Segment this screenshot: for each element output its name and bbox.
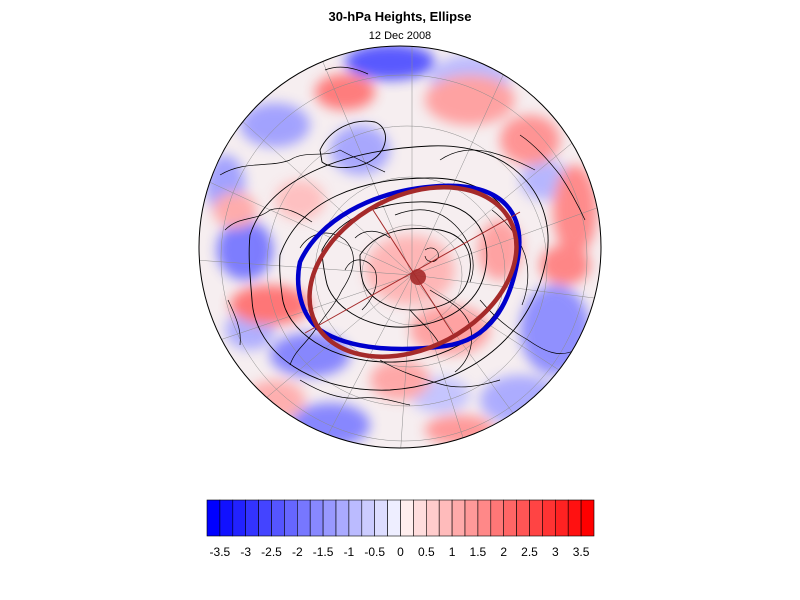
colorbar-swatch	[477, 499, 492, 537]
colorbar-tick-label: -1.5	[313, 545, 334, 559]
colorbar-swatch	[490, 499, 504, 537]
colorbar-swatch	[413, 499, 427, 537]
colorbar-tick-label: -3.5	[210, 545, 231, 559]
colorbar-swatch	[206, 499, 221, 537]
colorbar-swatch	[335, 499, 350, 537]
colorbar-swatch	[309, 499, 324, 537]
colorbar-tick-label: -3	[240, 545, 251, 559]
colorbar-swatch	[567, 499, 582, 537]
colorbar-swatch	[542, 499, 556, 537]
map-date: 12 Dec 2008	[368, 30, 432, 42]
colorbar-tick-label: 1.5	[470, 545, 487, 559]
colorbar-swatch	[271, 499, 285, 537]
colorbar-swatch	[296, 499, 311, 537]
coastlines	[219, 66, 586, 429]
colorbar-swatch	[516, 499, 530, 537]
graticule	[199, 46, 601, 448]
colorbar-tick-label: -2.5	[261, 545, 282, 559]
colorbar-swatch	[232, 499, 247, 537]
colorbar-swatch	[348, 499, 363, 537]
map-title: 30-hPa Heights, Ellipse	[328, 9, 472, 24]
colorbar-tick-label: 3.5	[573, 545, 590, 559]
colorbar-tick-label: 1	[449, 545, 456, 559]
colorbar-swatch	[361, 499, 375, 537]
colorbar-tick-label: 2.5	[521, 545, 538, 559]
globe-outline	[198, 45, 602, 449]
colorbar-swatch	[464, 499, 479, 537]
colorbar-swatch	[284, 499, 298, 537]
colorbar-tick-label: 0	[397, 545, 404, 559]
colorbar-swatch	[425, 499, 440, 537]
colorbar-tick-labels: -3.5 -3 -2.5 -2 -1.5 -1 -0.5 0 0.5 1 1.5 2 2.5 3 3.5	[210, 545, 590, 559]
colorbar-tick-label: -0.5	[364, 545, 385, 559]
colorbar-swatch	[322, 499, 337, 537]
colorbar-swatch	[245, 499, 259, 537]
colorbar-swatch	[387, 499, 401, 537]
ellipse-center-marker	[410, 269, 426, 285]
colorbar-swatch	[529, 499, 543, 537]
colorbar-swatch	[258, 499, 272, 537]
colorbar-swatch	[219, 499, 234, 537]
colorbar-tick-label: 0.5	[418, 545, 435, 559]
colorbar-swatch	[451, 499, 466, 537]
colorbar-tick-label: 3	[552, 545, 559, 559]
colorbar-tick-label: -1	[344, 545, 355, 559]
colorbar-swatch	[400, 499, 414, 537]
colorbar-swatch	[374, 499, 388, 537]
colorbar-tick-label: 2	[500, 545, 507, 559]
colorbar-swatches	[206, 499, 595, 537]
fitted-ellipse	[304, 185, 521, 359]
colorbar-swatch	[580, 499, 595, 537]
colorbar-swatch	[438, 499, 453, 537]
colorbar-swatch	[554, 499, 569, 537]
colorbar-swatch	[503, 499, 517, 537]
colorbar-tick-label: -2	[292, 545, 303, 559]
